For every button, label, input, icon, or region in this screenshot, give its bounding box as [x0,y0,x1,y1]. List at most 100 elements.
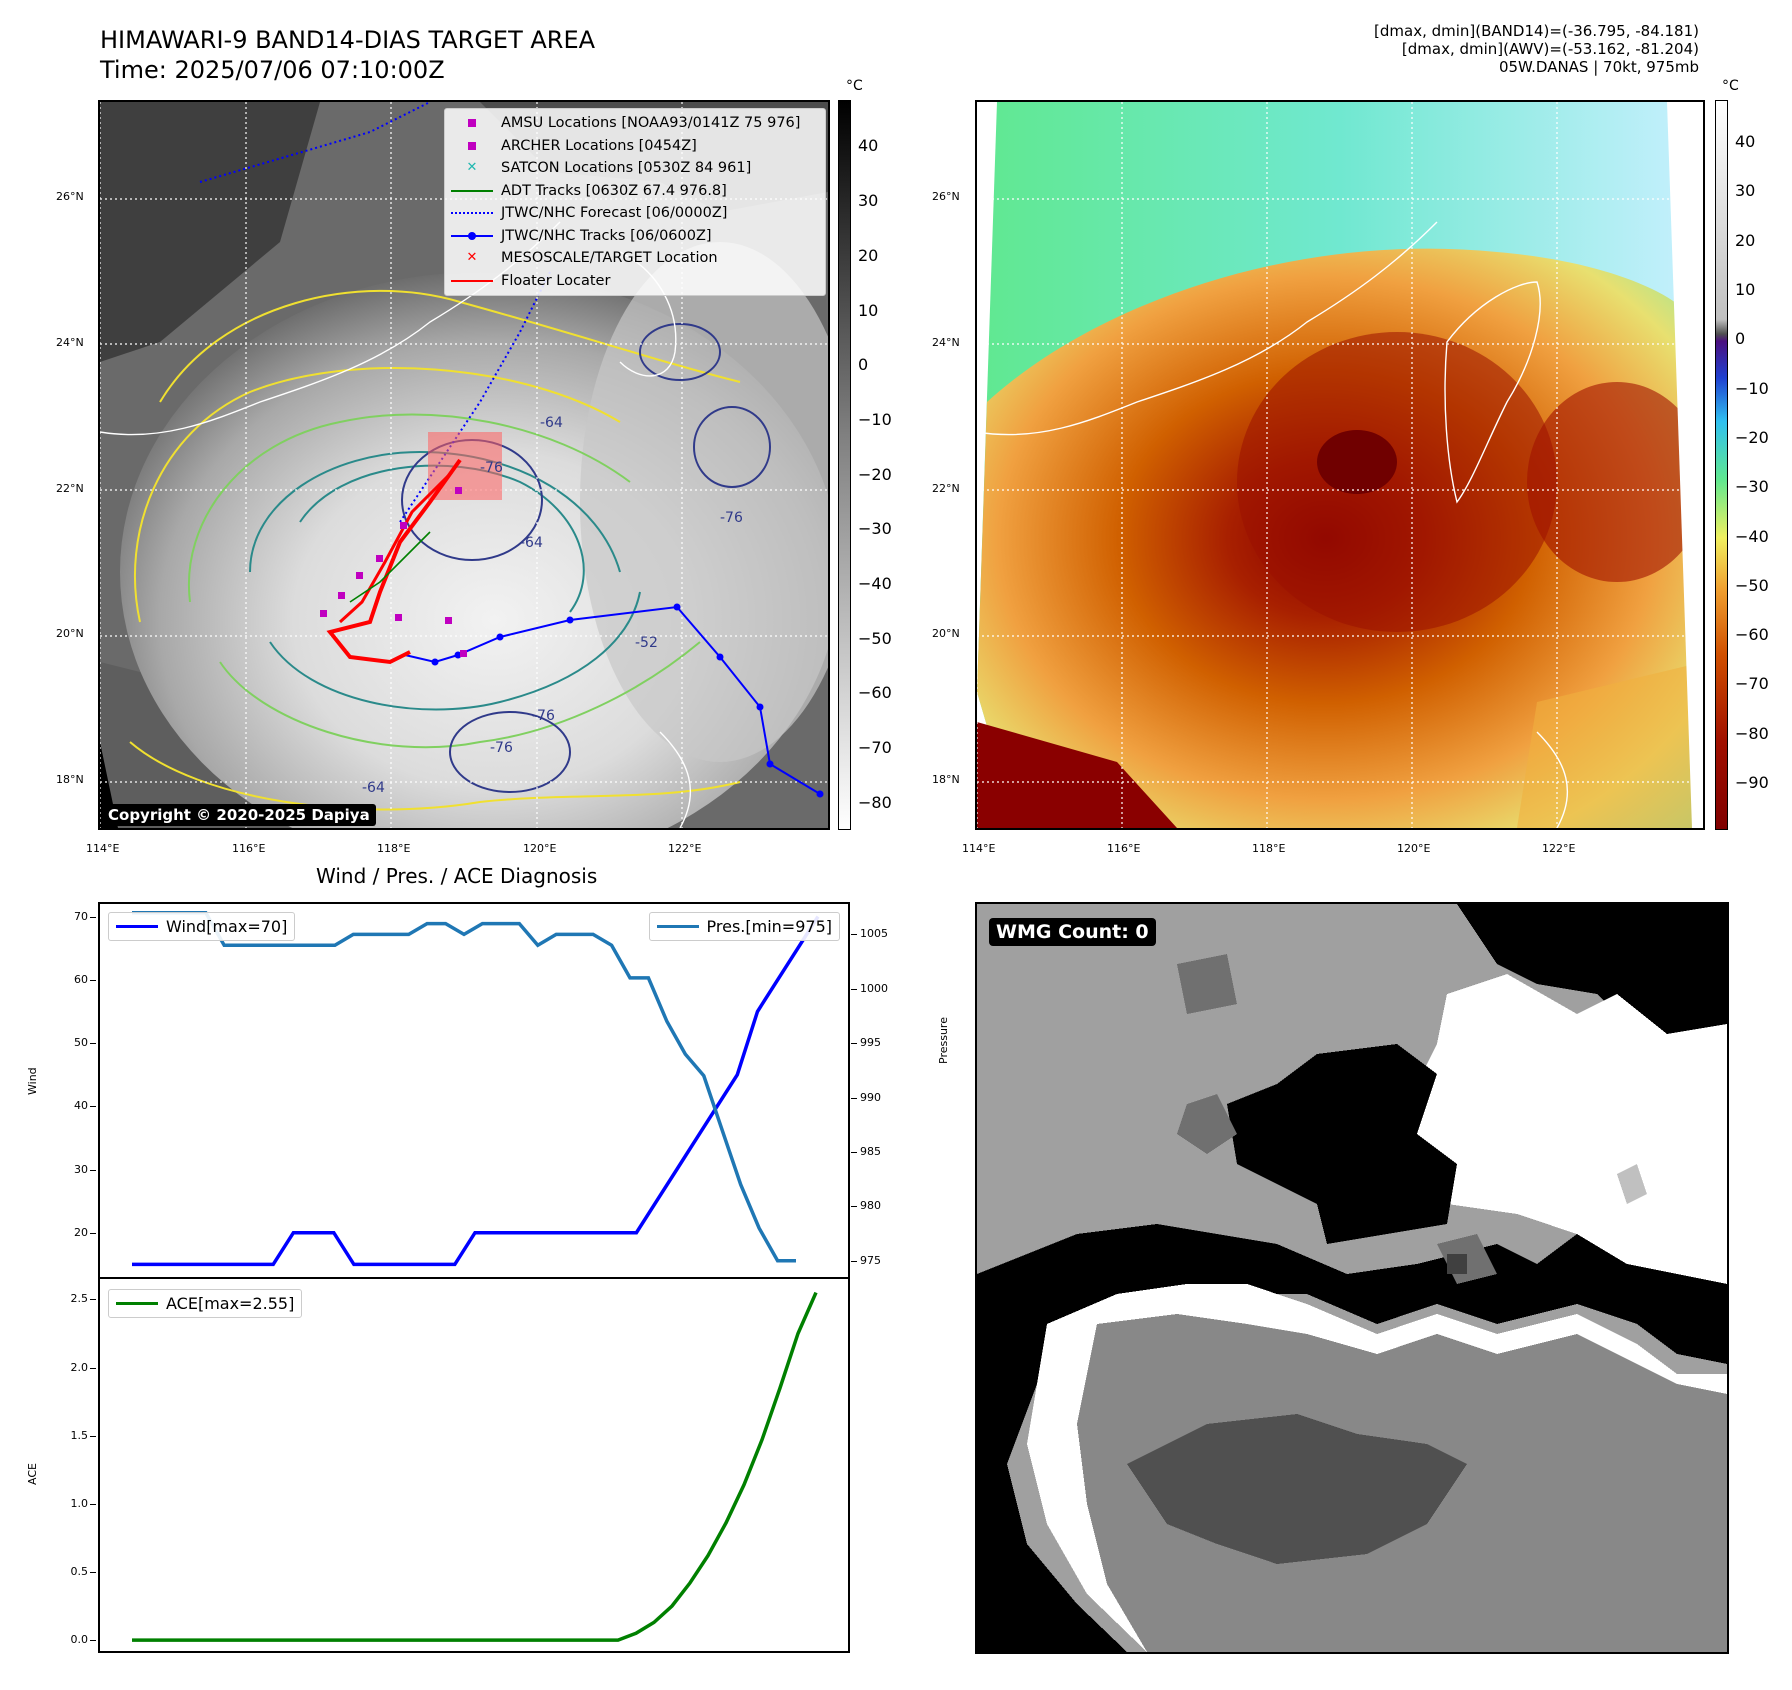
gray-colorbar [838,100,851,830]
axis-tick-mark [90,979,96,981]
colorbar-tick-label: −40 [858,573,892,593]
wind-legend: Wind[max=70] [108,912,296,941]
contour-label: -64 [362,780,385,796]
lon-label: 120°E [1397,842,1431,855]
colorbar-tick-label: −90 [1735,773,1769,793]
colorbar-unit: °C [1722,78,1739,94]
ace-tick-label: 1.0 [70,1496,89,1510]
wind-tick-label: 50 [74,1036,88,1050]
colorbar-tick-label: 10 [1735,279,1756,299]
ace-legend-label: ACE[max=2.55] [166,1294,295,1313]
contour-label: -76 [720,510,743,526]
legend-label: Floater Locater [501,272,611,289]
pressure-tick-label: 1000 [860,981,888,995]
colorbar-tick-label: −50 [1735,575,1769,595]
ir-map-panel: -76 -64 -76 -64 -76 -76 -52 -64 AMSU Loc… [98,100,830,830]
copyright-label: Copyright © 2020-2025 Dapiya [102,804,376,826]
axis-tick-mark [90,1367,96,1369]
colorbar-tick-label: −20 [1735,427,1769,447]
ace-tick-label: 2.0 [70,1360,89,1374]
colorbar-tick-label: −80 [1735,723,1769,743]
colorbar-tick-label: −10 [858,409,892,429]
legend-label: ARCHER Locations [0454Z] [501,137,697,154]
colorbar-tick-label: −40 [1735,526,1769,546]
wind-legend-label: Wind[max=70] [166,917,288,936]
legend-floater: Floater Locater [451,270,819,293]
lon-label: 120°E [523,842,557,855]
pres-legend-label: Pres.[min=975] [706,917,832,936]
legend-jtwc-tracks: JTWC/NHC Tracks [06/0600Z] [451,225,819,248]
square-marker-icon [451,116,493,130]
wmg-count-label: WMG Count: 0 [989,918,1156,946]
contour-label: -76 [490,740,513,756]
lat-label: 20°N [56,627,84,640]
figure-title: HIMAWARI-9 BAND14-DIAS TARGET AREA [100,26,596,54]
legend-forecast: JTWC/NHC Forecast [06/0000Z] [451,202,819,225]
axis-tick-mark [851,1097,857,1099]
axis-tick-mark [90,1435,96,1437]
line-marker-icon [451,184,493,198]
pressure-tick-label: 975 [860,1253,881,1267]
colorbar-tick-label: 40 [1735,131,1756,151]
colorbar-unit: °C [846,78,863,94]
wind-line-icon [116,925,158,928]
wind-pres-plot [132,910,820,1267]
dotted-line-icon [451,206,493,220]
wind-series-line [132,915,820,1267]
colorbar-tick-label: −30 [1735,477,1769,497]
legend-label: SATCON Locations [0530Z 84 961] [501,160,752,177]
pressure-tick-label: 985 [860,1144,881,1158]
lon-label: 116°E [1107,842,1141,855]
lat-label: 22°N [932,482,960,495]
axis-tick-mark [90,1106,96,1108]
ace-line-icon [116,1302,158,1305]
lat-label: 18°N [56,773,84,786]
legend-label: JTWC/NHC Forecast [06/0000Z] [501,205,728,222]
lon-label: 114°E [962,842,996,855]
ace-tick-label: 1.5 [70,1428,89,1442]
lon-label: 116°E [232,842,266,855]
pressure-tick-label: 1005 [860,927,888,941]
colorbar-tick-label: −60 [858,683,892,703]
axis-tick-mark [90,1299,96,1301]
contour-label: -64 [520,535,543,551]
wind-tick-label: 30 [74,1162,88,1176]
ace-tick-label: 0.5 [70,1564,89,1578]
lon-label: 122°E [668,842,702,855]
ace-plot [132,1291,818,1642]
legend-mesoscale: ✕ MESOSCALE/TARGET Location [451,247,819,270]
pres-axis-label: Pressure [937,1017,950,1064]
info-awv: [dmax, dmin](AWV)=(-53.162, -81.204) [1401,40,1699,58]
wmg-panel: WMG Count: 0 [975,902,1729,1654]
contour-label: -76 [480,460,503,476]
colorbar-tick-label: 20 [858,245,879,265]
colorbar-tick-label: −70 [858,737,892,757]
colorbar-tick-label: 30 [1735,181,1756,201]
lon-label: 122°E [1542,842,1576,855]
colorbar-tick-label: −10 [1735,378,1769,398]
colorbar-tick-label: 20 [1735,230,1756,250]
axis-tick-mark [90,916,96,918]
wind-tick-label: 70 [74,909,88,923]
wind-tick-label: 40 [74,1099,88,1113]
contour-label: -76 [532,708,555,724]
ace-tick-label: 2.5 [70,1292,89,1306]
axis-tick-mark [90,1640,96,1642]
ace-legend: ACE[max=2.55] [108,1289,303,1318]
ace-axis-label: ACE [26,1463,39,1485]
line-dot-icon [451,229,493,243]
pres-line-icon [656,925,699,928]
colorbar-tick-label: −20 [858,464,892,484]
colorbar-tick-label: 10 [858,300,879,320]
info-band14: [dmax, dmin](BAND14)=(-36.795, -84.181) [1374,22,1699,40]
color-map-image [977,102,1703,828]
line-marker-icon [451,274,493,288]
x-marker-icon: ✕ [466,250,478,266]
lon-label: 118°E [377,842,411,855]
axis-tick-mark [851,934,857,936]
axis-tick-mark [90,1232,96,1234]
lon-label: 118°E [1252,842,1286,855]
pressure-tick-label: 980 [860,1199,881,1213]
colorbar-tick-label: −70 [1735,674,1769,694]
axis-tick-mark [90,1503,96,1505]
